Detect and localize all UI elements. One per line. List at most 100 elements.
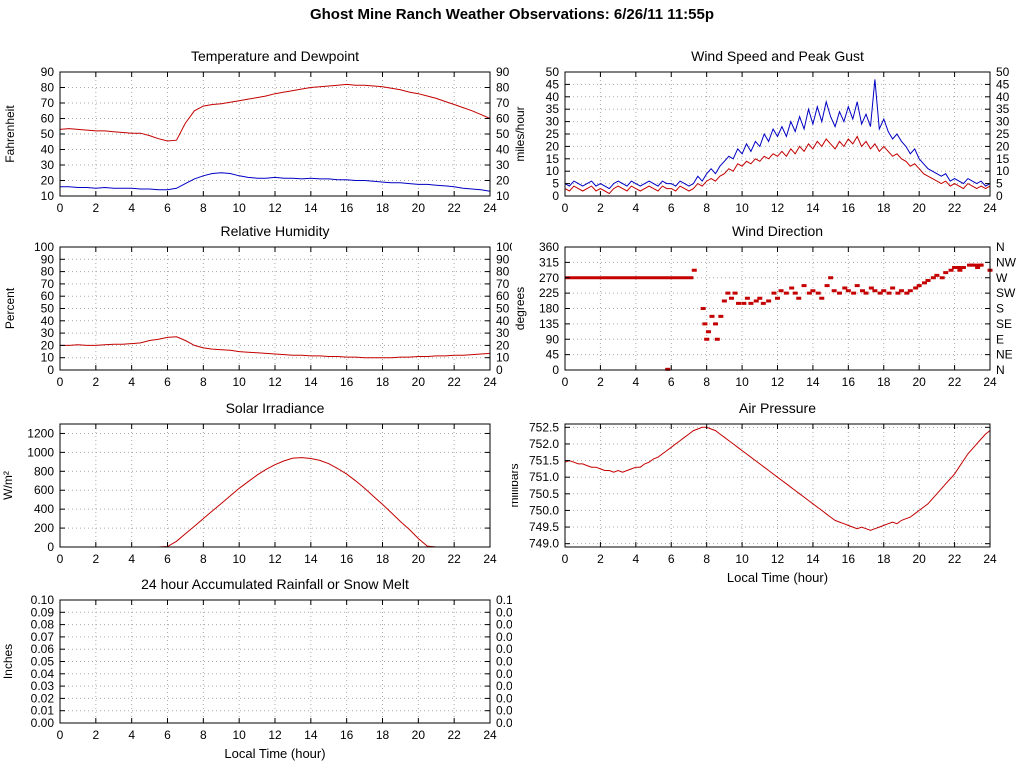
svg-text:4: 4 (632, 375, 639, 389)
svg-text:0.03: 0.03 (31, 679, 55, 693)
chart-wind-speed-gust: 0 2 4 6 8 10 12 14 16 18 20 22 24 0 5 10 15 20 25 30 35 40 45 5… (512, 40, 1024, 216)
svg-text:6: 6 (668, 375, 675, 389)
svg-text:4: 4 (128, 728, 135, 742)
svg-text:225: 225 (539, 286, 559, 300)
svg-text:24: 24 (483, 375, 497, 389)
chart-title: Solar Irradiance (226, 400, 325, 416)
series-peak-gust (564, 79, 991, 190)
grid (564, 246, 991, 371)
svg-text:SE: SE (996, 317, 1012, 331)
svg-text:18: 18 (376, 552, 390, 566)
x-axis-label: Local Time (hour) (224, 746, 325, 761)
svg-text:0.10: 0.10 (31, 593, 55, 607)
y-axis-label: Fahrenheit (3, 105, 17, 163)
svg-text:24: 24 (983, 201, 997, 215)
svg-text:400: 400 (34, 502, 54, 516)
svg-text:4: 4 (128, 552, 135, 566)
series-temperature (59, 83, 491, 142)
svg-text:30: 30 (496, 158, 510, 172)
svg-text:0.02: 0.02 (31, 691, 55, 705)
svg-text:50: 50 (496, 127, 510, 141)
svg-text:0: 0 (47, 363, 54, 377)
x-tick-labels: 0 2 4 6 8 10 12 14 16 18 20 22 24 (57, 552, 497, 566)
chart-temperature-dewpoint: 0 2 4 6 8 10 12 14 16 18 20 22 24 10 20 30 40 50 60 70 80 90 1… (0, 40, 512, 216)
svg-text:90: 90 (496, 65, 510, 79)
chart-svg-wind_direction: 0 2 4 6 8 10 12 14 16 18 20 22 240459013518022527031… (513, 223, 1017, 389)
svg-text:70: 70 (41, 277, 55, 291)
svg-text:24: 24 (483, 201, 497, 215)
y-tick-labels: 0.000.010.020.030.040.050.060.070.080.09… (31, 593, 55, 730)
svg-text:70: 70 (41, 96, 55, 110)
svg-text:0.01: 0.01 (31, 704, 55, 718)
svg-text:8: 8 (703, 375, 710, 389)
svg-text:50: 50 (996, 65, 1010, 79)
svg-text:200: 200 (34, 521, 54, 535)
svg-text:10: 10 (735, 201, 749, 215)
svg-text:752.5: 752.5 (529, 420, 559, 434)
svg-text:60: 60 (496, 289, 510, 303)
svg-text:24: 24 (983, 375, 997, 389)
chart-svg-pressure: 0 2 4 6 8 10 12 14 16 18 20 22 24749.0749.5750.0750.… (507, 400, 997, 585)
svg-text:14: 14 (304, 728, 318, 742)
svg-text:5: 5 (552, 177, 559, 191)
svg-text:4: 4 (632, 552, 639, 566)
svg-text:0.04: 0.04 (31, 667, 55, 681)
svg-text:0: 0 (562, 201, 569, 215)
svg-text:30: 30 (546, 115, 560, 129)
chart-title: 24 hour Accumulated Rainfall or Snow Mel… (141, 576, 409, 592)
svg-text:18: 18 (376, 728, 390, 742)
svg-text:90: 90 (496, 252, 510, 266)
svg-text:16: 16 (340, 552, 354, 566)
grid (59, 424, 491, 548)
svg-text:749.5: 749.5 (529, 520, 559, 534)
svg-text:8: 8 (703, 201, 710, 215)
svg-text:360: 360 (539, 240, 559, 254)
svg-text:70: 70 (496, 96, 510, 110)
svg-text:0: 0 (57, 375, 64, 389)
svg-text:0: 0 (496, 363, 503, 377)
svg-text:751.0: 751.0 (529, 470, 559, 484)
svg-text:20: 20 (41, 338, 55, 352)
svg-text:10: 10 (232, 728, 246, 742)
svg-text:40: 40 (41, 143, 55, 157)
svg-text:60: 60 (496, 112, 510, 126)
tick-marks (59, 246, 491, 371)
svg-text:20: 20 (996, 139, 1010, 153)
page-title: Ghost Mine Ranch Weather Observations: 6… (309, 6, 715, 23)
svg-text:315: 315 (539, 255, 559, 269)
chart-svg-wind_speed: 0 2 4 6 8 10 12 14 16 18 20 22 240510152025303540455… (513, 48, 1010, 215)
svg-text:15: 15 (996, 152, 1010, 166)
y-axis-label: Inches (1, 644, 15, 679)
svg-text:E: E (996, 332, 1004, 346)
svg-text:14: 14 (806, 201, 820, 215)
y-tick-labels-right: 0.000.010.020.030.040.050.060.070.080.09… (496, 593, 520, 730)
tick-marks (564, 424, 991, 547)
svg-text:10: 10 (41, 189, 55, 203)
svg-text:0.00: 0.00 (496, 716, 512, 730)
svg-text:8: 8 (200, 728, 207, 742)
svg-text:22: 22 (447, 552, 461, 566)
svg-text:16: 16 (340, 201, 354, 215)
svg-text:10: 10 (232, 552, 246, 566)
grid (59, 246, 491, 371)
chart-title: Relative Humidity (221, 223, 330, 239)
svg-text:0: 0 (47, 540, 54, 554)
svg-text:18: 18 (877, 375, 891, 389)
y-tick-labels: 749.0 749.5 750.0 750.5 751.0 751.5 752.0 752.5 (529, 420, 559, 550)
svg-text:45: 45 (546, 77, 560, 91)
chart-wind-direction: 0 2 4 6 8 10 12 14 16 18 20 22 24 0 45 90 135 180 225 270 31… (512, 215, 1024, 392)
svg-text:6: 6 (164, 552, 171, 566)
grid (564, 71, 991, 197)
y-tick-labels: 0 200 400 600 800 1000 1200 (27, 426, 54, 554)
svg-text:15: 15 (546, 152, 560, 166)
svg-text:751.5: 751.5 (529, 454, 559, 468)
svg-text:14: 14 (806, 375, 820, 389)
svg-text:24: 24 (483, 728, 497, 742)
svg-text:0.06: 0.06 (31, 642, 55, 656)
svg-text:0.09: 0.09 (31, 605, 55, 619)
svg-text:14: 14 (806, 552, 820, 566)
svg-text:90: 90 (546, 332, 560, 346)
